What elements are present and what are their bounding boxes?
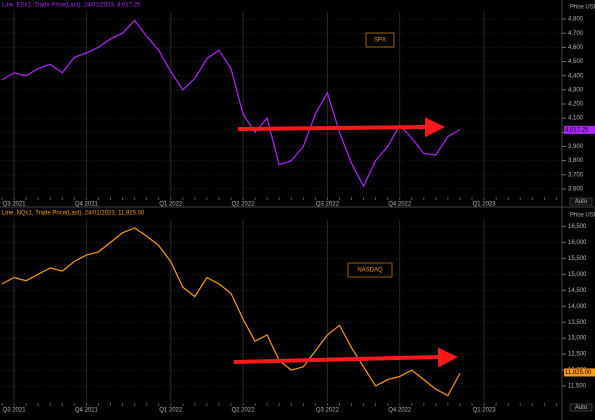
y-tick-label: 3,700	[568, 172, 584, 178]
last-value-box	[564, 368, 595, 377]
y-tick-label: 14,500	[568, 288, 587, 294]
axis-label: Price USD	[570, 213, 595, 219]
y-tick-label: 3,800	[568, 158, 584, 164]
x-tick-label: Q4 2021	[75, 202, 99, 208]
annotation-box	[365, 32, 395, 48]
x-tick-label: Q1 2022	[159, 408, 183, 414]
x-tick-label: Q2 2022	[232, 408, 256, 414]
x-tick-label: Q4 2021	[75, 408, 99, 414]
panel-header: Line, ESc1, Trade Price(Last), 24/01/202…	[2, 3, 141, 9]
last-value-label: 11,925.00	[565, 370, 592, 376]
x-tick-label: Q4 2022	[388, 408, 412, 414]
auto-button[interactable]	[569, 197, 593, 206]
annotation: SPX	[374, 38, 386, 44]
y-tick-label: 3,900	[568, 144, 584, 150]
y-tick-label: 13,500	[568, 320, 587, 326]
y-tick-label: 11,500	[568, 384, 587, 390]
y-tick-label: 4,200	[568, 102, 584, 108]
x-tick-label: Q3 2021	[3, 408, 27, 414]
y-tick-label: 16,500	[568, 224, 587, 230]
auto-button-label[interactable]: Auto	[575, 199, 588, 205]
y-tick-label: 15,500	[568, 256, 587, 262]
x-tick-label: Q3 2022	[316, 408, 340, 414]
y-tick-label: 14,000	[568, 304, 587, 310]
last-value-box	[564, 125, 595, 134]
panel-header: Line, NQc1, Trade Price(Last), 24/01/202…	[2, 211, 145, 217]
x-tick-label: Q1 2023	[473, 202, 497, 208]
y-tick-label: 4,700	[568, 31, 584, 37]
trend-arrow-head	[437, 347, 458, 368]
axis-label: Price USD	[570, 5, 595, 11]
trend-arrow-head	[424, 117, 445, 138]
last-value-label: 4,017.25	[565, 127, 589, 133]
price-line	[1, 227, 461, 397]
y-tick-label: 4,300	[568, 87, 584, 93]
y-tick-label: 12,500	[568, 352, 587, 358]
x-tick-label: Q4 2022	[388, 202, 412, 208]
x-tick-label: Q1 2023	[473, 408, 497, 414]
y-tick-label: 4,400	[568, 73, 584, 79]
auto-button[interactable]	[569, 403, 593, 412]
y-tick-label: 13,000	[568, 336, 587, 342]
annotation-box	[347, 262, 393, 278]
x-tick-label: Q1 2022	[159, 202, 183, 208]
x-tick-label: Q3 2022	[316, 202, 340, 208]
trend-arrow	[237, 125, 428, 131]
y-tick-label: 4,600	[568, 45, 584, 51]
price-line	[1, 19, 461, 188]
y-tick-label: 3,600	[568, 187, 584, 193]
annotation: NASDAQ	[357, 268, 383, 274]
y-tick-label: 16,000	[568, 240, 587, 246]
x-tick-label: Q3 2021	[3, 202, 27, 208]
x-tick-label: Q2 2022	[232, 202, 256, 208]
auto-button-label[interactable]: Auto	[575, 405, 588, 411]
trend-arrow	[233, 355, 441, 364]
y-tick-label: 4,800	[568, 17, 584, 23]
y-tick-label: 4,500	[568, 59, 584, 65]
y-tick-label: 15,000	[568, 272, 587, 278]
y-tick-label: 4,100	[568, 116, 584, 122]
